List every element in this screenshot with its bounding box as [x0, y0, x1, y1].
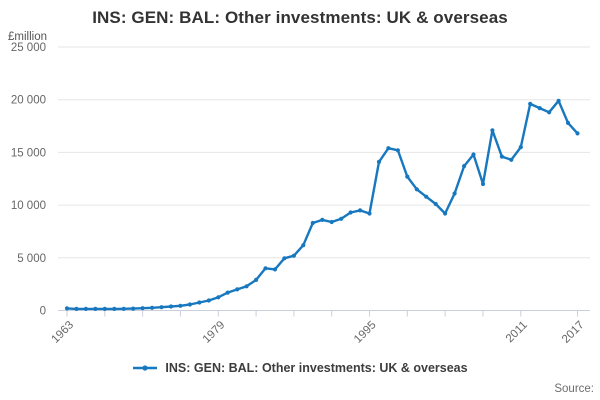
series-marker [74, 306, 79, 311]
series-marker [310, 220, 315, 226]
legend-item[interactable]: INS: GEN: BAL: Other investments: UK & o… [0, 361, 600, 375]
series-marker [490, 128, 495, 133]
series-marker [178, 303, 183, 308]
series-marker [556, 98, 561, 103]
series-marker [282, 256, 287, 261]
series-marker [386, 146, 391, 151]
series-marker [320, 217, 325, 222]
series-marker [121, 306, 126, 311]
series-marker [102, 306, 107, 311]
series-marker [93, 306, 98, 311]
series-marker [414, 187, 419, 192]
series-marker [565, 120, 571, 125]
series-marker [272, 267, 278, 272]
series-marker [499, 154, 504, 159]
series-marker [471, 152, 476, 157]
series-marker [480, 181, 486, 187]
series-marker [168, 304, 174, 309]
series-marker [358, 208, 363, 213]
series-marker [206, 298, 211, 303]
x-tick-label: 1963 [50, 319, 77, 346]
series-marker [112, 306, 117, 311]
legend-line-marker-icon [133, 365, 158, 371]
series-marker [433, 201, 438, 207]
legend-label: INS: GEN: BAL: Other investments: UK & o… [165, 361, 468, 375]
series-marker [197, 300, 202, 305]
page-title: INS: GEN: BAL: Other investments: UK & o… [92, 8, 508, 27]
series-marker [131, 306, 136, 311]
y-tick-label: 15 000 [11, 147, 46, 159]
series-marker [187, 302, 192, 307]
series-marker [547, 110, 552, 115]
series-marker [140, 306, 145, 311]
series-marker [235, 287, 240, 292]
series-marker [528, 101, 533, 106]
y-tick-label: 20 000 [11, 95, 46, 107]
series-marker [462, 164, 467, 169]
series-marker [225, 290, 230, 295]
series-marker [575, 131, 580, 136]
y-tick-label: 25 000 [11, 42, 46, 54]
series-marker [452, 191, 457, 196]
y-tick-label: 10 000 [11, 200, 46, 212]
series-marker [537, 106, 542, 111]
series-marker [509, 157, 514, 162]
series-marker [254, 277, 259, 282]
series-marker [329, 219, 334, 225]
series-marker [291, 253, 296, 258]
series-marker [83, 306, 88, 311]
series-marker [339, 216, 344, 221]
y-axis-unit-label: £million [8, 31, 47, 43]
x-tick-label: 1979 [201, 319, 228, 346]
series-marker [244, 284, 249, 289]
series-marker [348, 210, 353, 215]
series-marker [301, 243, 306, 248]
series-marker [159, 305, 164, 310]
y-tick-label: 0 [40, 306, 46, 318]
x-tick-label: 2011 [504, 319, 530, 345]
series-marker [64, 306, 70, 311]
x-tick-label: 1995 [352, 319, 379, 346]
series-marker [263, 266, 268, 271]
series-marker [376, 159, 382, 164]
series-marker [443, 211, 448, 216]
series-marker [367, 211, 372, 216]
y-tick-label: 5 000 [17, 253, 46, 265]
series-marker [518, 145, 523, 150]
series-marker [405, 174, 410, 179]
series-marker [395, 148, 400, 153]
series-marker [150, 305, 155, 310]
series-marker [424, 194, 429, 199]
x-tick-label: 2017 [560, 319, 587, 346]
series-marker [216, 295, 221, 300]
source-label: Source: [554, 383, 594, 395]
